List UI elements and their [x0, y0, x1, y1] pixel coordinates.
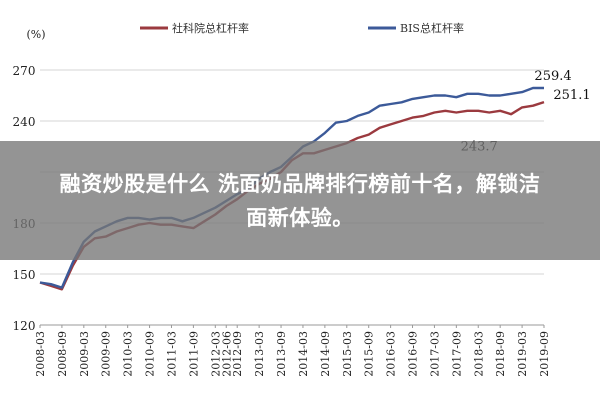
x-tick-label: 2018-09: [494, 331, 507, 377]
x-tick-label: 2011-03: [165, 331, 178, 377]
x-tick-label: 2009-03: [78, 331, 91, 377]
legend-label-1: 社科院总杠杆率: [172, 21, 249, 35]
x-tick-label: 2019-09: [538, 331, 551, 377]
x-tick-label: 2010-09: [144, 331, 157, 377]
overlay-line-2: 面新体验。: [246, 205, 354, 230]
x-tick-label: 2009-09: [100, 331, 113, 377]
x-tick-label: 2017-03: [428, 331, 441, 377]
y-tick-label: 240: [13, 115, 36, 129]
unit-label: (%): [26, 28, 45, 41]
x-tick-label: 2012-03: [209, 331, 222, 377]
x-tick-label: 2014-09: [319, 331, 332, 377]
y-tick-label: 270: [13, 64, 36, 78]
x-tick-label: 2012-09: [231, 331, 244, 377]
y-tick-label: 150: [13, 268, 36, 282]
x-tick-label: 2008-09: [56, 331, 69, 377]
x-tick-label: 2016-03: [385, 331, 398, 377]
overlay-text: 融资炒股是什么 洗面奶品牌排行榜前十名，解锁洁 面新体验。: [10, 167, 590, 235]
x-tick-label: 2013-03: [253, 331, 266, 377]
y-tick-label: 120: [13, 319, 36, 333]
x-tick-label: 2014-03: [297, 331, 310, 377]
x-tick-label: 2015-03: [341, 331, 354, 377]
x-tick-label: 2011-09: [187, 331, 200, 377]
legend-label-2: BIS总杠杆率: [400, 21, 464, 35]
data-label: 259.4: [534, 69, 571, 84]
x-tick-label: 2013-09: [275, 331, 288, 377]
data-label: 251.1: [553, 88, 590, 103]
overlay-line-1: 融资炒股是什么 洗面奶品牌排行榜前十名，解锁洁: [59, 171, 541, 196]
x-tick-label: 2010-03: [122, 331, 135, 377]
x-tick-label: 2019-03: [516, 331, 529, 377]
x-tick-label: 2017-09: [450, 331, 463, 377]
overlay-banner: 融资炒股是什么 洗面奶品牌排行榜前十名，解锁洁 面新体验。: [0, 141, 600, 260]
x-tick-label: 2015-09: [363, 331, 376, 377]
x-tick-label: 2008-03: [34, 331, 47, 377]
x-tick-label: 2012-06: [220, 331, 233, 377]
x-tick-label: 2018-03: [472, 331, 485, 377]
x-tick-label: 2016-09: [407, 331, 420, 377]
